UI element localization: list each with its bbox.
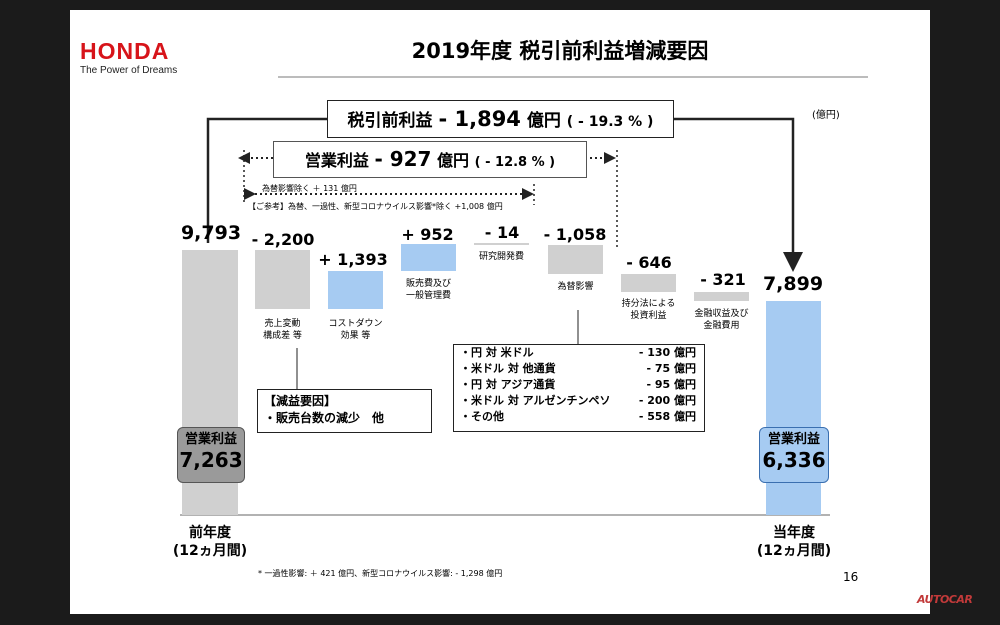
step-cost-value: + 1,393 — [318, 250, 388, 269]
slide-title: 2019年度 税引前利益増減要因 — [411, 39, 709, 63]
step-rnd-label-1: 研究開発費 — [478, 252, 524, 262]
step-fx-label-1: 為替影響 — [557, 282, 594, 292]
pretax-percent: ( - 19.3 % ) — [566, 114, 654, 130]
step-cost-bar — [328, 271, 383, 309]
start-badge-label: 営業利益 — [184, 432, 237, 447]
step-equity-label-1: 持分法による — [621, 299, 676, 309]
step-cost-label-1: コストダウン — [328, 319, 383, 329]
fx-row-label: ・米ドル 対 アルゼンチンペソ — [460, 394, 611, 407]
fx-row: ・円 対 米ドル - 130 億円 — [454, 345, 704, 361]
operating-yen: 億円 — [437, 151, 470, 170]
step-sales-label-1: 売上変動 — [264, 319, 301, 329]
step-equity-bar — [621, 274, 676, 292]
page-number: 16 — [843, 570, 859, 584]
prior-year: 前年度 — [189, 525, 231, 541]
step-fx-label: 為替影響 — [538, 281, 613, 293]
pretax-right-arrow — [672, 117, 803, 272]
pretax-left-line — [206, 117, 327, 243]
title-divider — [278, 76, 868, 78]
prior-year-label: 前年度 (12ヵ月間) — [165, 524, 255, 560]
step-equity-label: 持分法による 投資利益 — [611, 298, 686, 322]
step-finance-value: - 321 — [700, 270, 746, 289]
fx-row-value: - 558 億円 — [638, 410, 696, 423]
step-sga-label-1: 販売費及び — [405, 279, 451, 289]
prior-period: (12ヵ月間) — [172, 543, 248, 559]
logo-wordmark: HONDA — [80, 38, 170, 64]
step-equity-value: - 646 — [626, 253, 672, 272]
reference-note: 【ご参考】為替、一過性、新型コロナウイルス影響*除く +1,008 億円 — [248, 202, 503, 211]
step-fx-value: - 1,058 — [543, 225, 607, 244]
current-year: 当年度 — [773, 525, 815, 541]
fx-row: ・米ドル 対 他通貨 - 75 億円 — [454, 361, 704, 377]
step-sga-value: + 952 — [401, 225, 454, 244]
start-operating-badge: 営業利益 7,263 — [177, 427, 245, 483]
fx-row-value: - 130 億円 — [638, 346, 696, 359]
step-equity-label-2: 投資利益 — [630, 311, 667, 321]
end-badge-label: 営業利益 — [767, 432, 820, 447]
step-finance-label: 金融収益及び 金融費用 — [684, 308, 759, 332]
step-finance-label-1: 金融収益及び — [694, 309, 749, 319]
fx-row: ・円 対 アジア通貨 - 95 億円 — [454, 377, 704, 393]
autocar-watermark: AUTOCAR — [917, 593, 973, 606]
end-operating-badge: 営業利益 6,336 — [759, 427, 829, 483]
fx-row: ・米ドル 対 アルゼンチンペソ - 200 億円 — [454, 393, 704, 409]
fx-row-value: - 200 億円 — [638, 394, 696, 407]
step-sga-label: 販売費及び 一般管理費 — [391, 278, 466, 302]
decrease-factors-title: 【減益要因】 — [264, 394, 337, 408]
operating-label: 営業利益 — [304, 151, 369, 170]
pretax-yen: 億円 — [526, 111, 561, 131]
pretax-profit-box: 税引前利益 - 1,894 億円 ( - 19.3 % ) — [327, 100, 674, 138]
fx-row-value: - 75 億円 — [646, 362, 696, 375]
step-sales-value: - 2,200 — [251, 230, 315, 249]
current-year-label: 当年度 (12ヵ月間) — [749, 524, 839, 560]
step-sales-label-2: 構成差 等 — [263, 331, 302, 341]
fx-row-label: ・その他 — [460, 410, 504, 423]
operating-change: - 927 — [374, 147, 432, 171]
operating-percent: ( - 12.8 % ) — [474, 155, 556, 170]
logo-tagline: The Power of Dreams — [80, 65, 178, 76]
decrease-factors-box: 【減益要因】 ・販売台数の減少 他 — [257, 389, 432, 433]
pretax-label: 税引前利益 — [347, 111, 433, 131]
fx-row-value: - 95 億円 — [646, 378, 696, 391]
decrease-factors-item: ・販売台数の減少 他 — [264, 411, 385, 425]
honda-logo: HONDA The Power of Dreams — [80, 38, 250, 77]
fx-breakdown-box: ・円 対 米ドル - 130 億円 ・米ドル 対 他通貨 - 75 億円 ・円 対 … — [453, 344, 705, 432]
step-rnd-value: - 14 — [484, 223, 520, 242]
start-badge-value: 7,263 — [179, 448, 243, 472]
step-sga-label-2: 一般管理費 — [405, 291, 451, 301]
fx-row-label: ・円 対 米ドル — [460, 346, 534, 359]
pretax-change: - 1,894 — [438, 107, 521, 131]
fx-row-label: ・円 対 アジア通貨 — [460, 378, 556, 391]
start-value: 9,793 — [180, 222, 242, 244]
step-finance-label-2: 金融費用 — [703, 321, 740, 331]
step-rnd-bar — [474, 243, 529, 245]
fx-row: ・その他 - 558 億円 — [454, 409, 704, 425]
step-rnd-label: 研究開発費 — [464, 251, 539, 263]
step-sales-label: 売上変動 構成差 等 — [245, 318, 320, 342]
fx-excluded-note: 為替影響除く ＋ 131 億円 — [262, 184, 357, 193]
step-finance-bar — [694, 292, 749, 301]
current-period: (12ヵ月間) — [756, 543, 832, 559]
end-badge-value: 6,336 — [762, 448, 826, 472]
step-sga-bar — [401, 244, 456, 271]
step-cost-label-2: 効果 等 — [340, 331, 371, 341]
step-fx-bar — [548, 245, 603, 274]
fx-row-label: ・米ドル 対 他通貨 — [460, 362, 556, 375]
step-cost-label: コストダウン 効果 等 — [318, 318, 393, 342]
operating-profit-box: 営業利益 - 927 億円 ( - 12.8 % ) — [273, 141, 587, 178]
footnote: * 一過性影響: ＋ 421 億円、新型コロナウイルス影響: - 1,298 億… — [258, 569, 503, 578]
unit-label: (億円) — [812, 110, 840, 121]
step-sales-bar — [255, 250, 310, 309]
end-value: 7,899 — [762, 273, 824, 295]
